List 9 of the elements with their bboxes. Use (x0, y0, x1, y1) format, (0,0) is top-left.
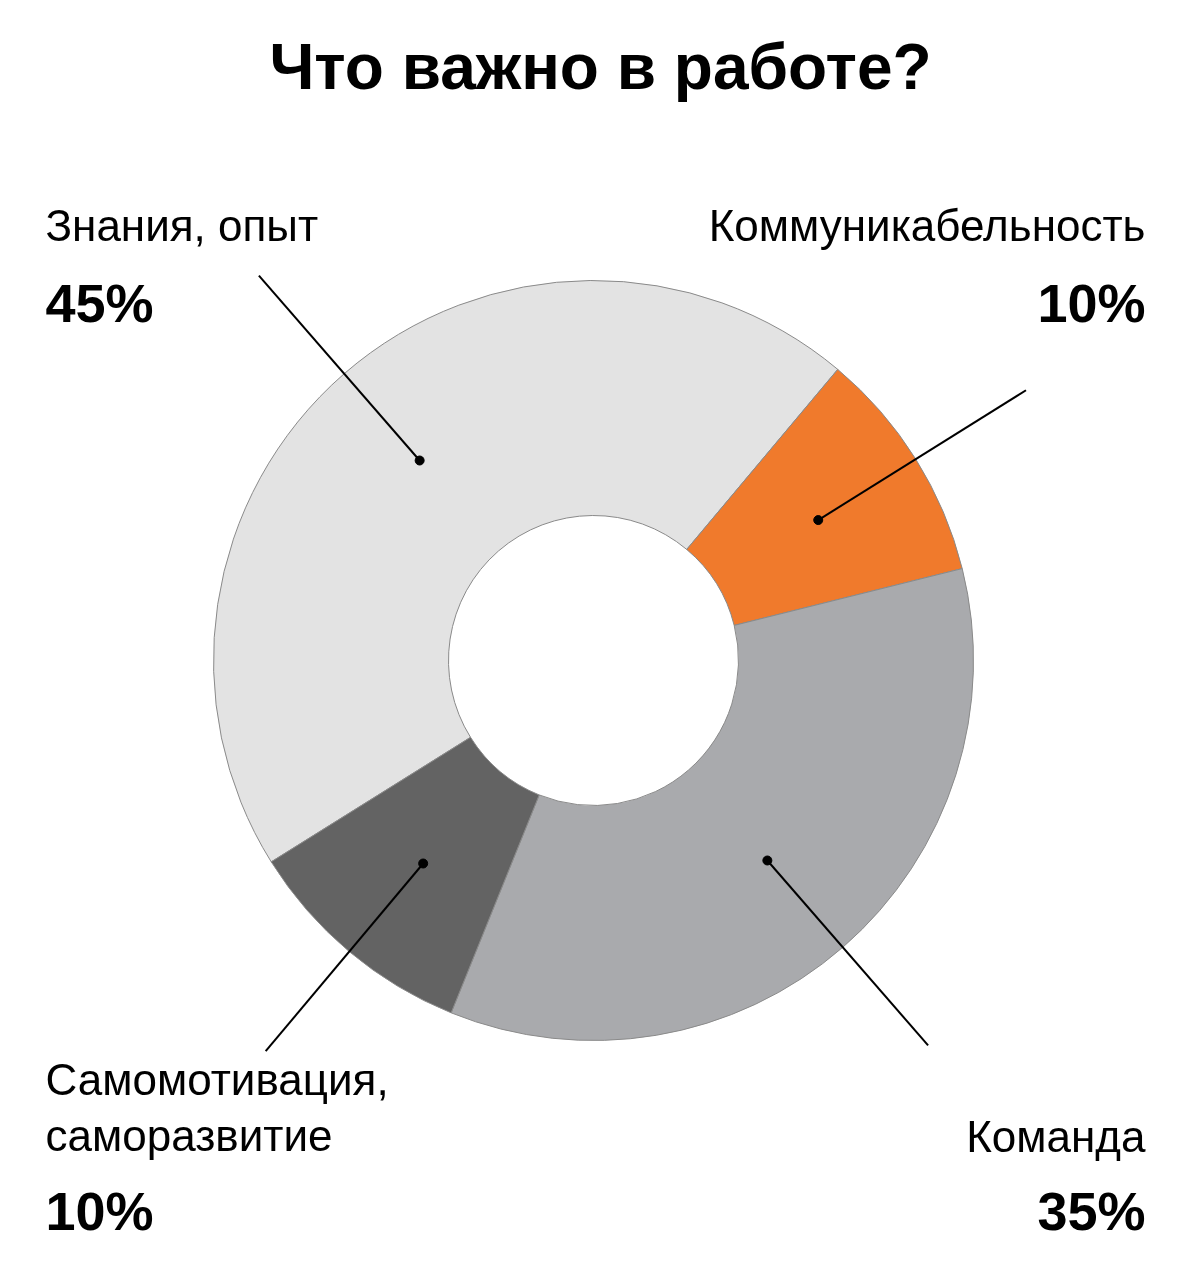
slice-label: Коммуникабельность (708, 200, 1146, 250)
chart-title: Что важно в работе? (269, 30, 932, 103)
slice-label: Самомотивация, саморазвитие (45, 1055, 389, 1161)
data-label: 10% (45, 1180, 154, 1241)
data-label: 45% (45, 272, 154, 333)
slice-label: Знания, опыт (45, 200, 319, 250)
data-label: 35% (1037, 1180, 1146, 1241)
slice-label: Команда (966, 1111, 1147, 1161)
data-label: 10% (1037, 272, 1146, 333)
